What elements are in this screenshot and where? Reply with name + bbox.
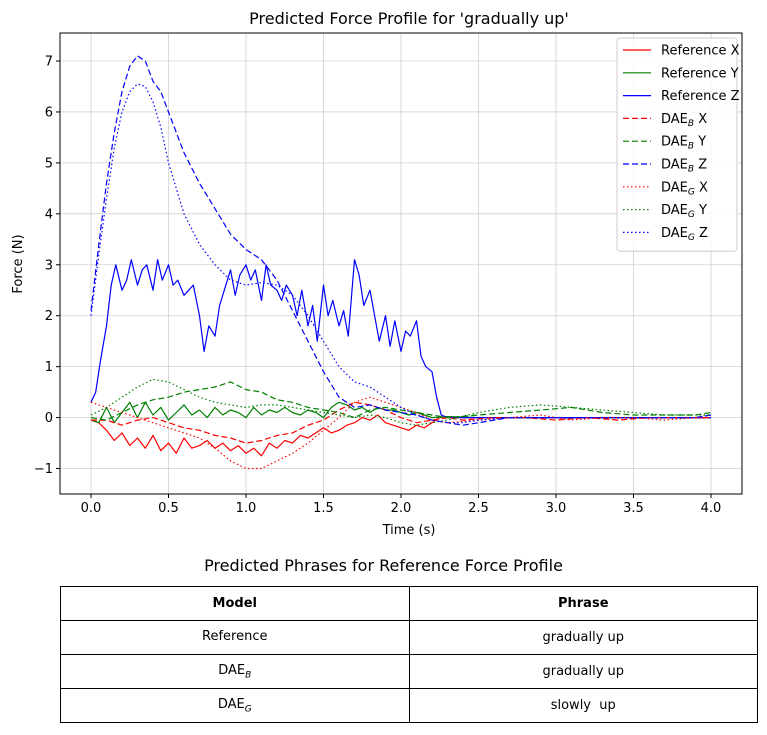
x-tick-label: 2.0: [391, 501, 412, 516]
series-line-dae-b-y: [90, 381, 712, 421]
table-row: DAEG slowly up: [60, 688, 758, 723]
axis-ticks: 0.0 0.5 1.0 1.5 2.0 2.5 3.0 3.5 4.0 −1 0 1 2 3 4 5 6 7: [34, 55, 722, 516]
legend-label: DAEB X: [661, 112, 707, 129]
x-tick-label: 3.0: [546, 501, 567, 516]
y-tick-label: −1: [34, 462, 53, 477]
x-tick-label: 1.5: [313, 501, 334, 516]
series-line-dae-b-x: [91, 401, 711, 444]
x-axis-label: Time (s): [382, 523, 436, 538]
header-model: Model: [60, 586, 410, 621]
x-tick-label: 1.0: [236, 501, 257, 516]
y-tick-label: 1: [45, 360, 53, 375]
grid: [60, 33, 742, 494]
legend-label: Reference Y: [661, 66, 739, 81]
x-tick-label: 0.5: [158, 501, 179, 516]
legend-label: DAEG Y: [661, 203, 707, 220]
phrase-cell: gradually up: [408, 654, 758, 689]
y-tick-label: 5: [45, 156, 53, 171]
force-profile-chart: Predicted Force Profile for 'gradually u…: [11, 9, 743, 538]
model-cell: Reference: [60, 620, 410, 655]
series-lines: [90, 55, 712, 470]
table-row: DAEB gradually up: [60, 654, 758, 689]
chart-title: Predicted Force Profile for 'gradually u…: [249, 9, 569, 28]
y-tick-label: 3: [45, 258, 53, 273]
phrase-cell: gradually up: [408, 620, 758, 655]
legend: Reference X Reference Y Reference Z DAEB X D…: [616, 37, 740, 252]
series-line-dae-g-z: [90, 83, 712, 424]
x-tick-label: 4.0: [701, 501, 722, 516]
y-tick-label: 0: [45, 411, 53, 426]
series-line-reference-y: [90, 401, 711, 424]
phrase-table: Model Phrase Reference gradually up DAEB…: [60, 586, 758, 723]
model-cell: DAEB: [60, 654, 410, 689]
x-tick-label: 3.5: [623, 501, 644, 516]
legend-label: DAEG Z: [661, 226, 708, 243]
legend-box: [616, 37, 738, 252]
model-cell: DAEG: [60, 688, 410, 723]
legend-label: DAEB Y: [661, 135, 706, 152]
legend-label: Reference Z: [661, 89, 740, 104]
y-tick-label: 2: [45, 309, 53, 324]
y-tick-label: 6: [45, 105, 53, 120]
series-line-dae-g-x: [90, 396, 711, 470]
phrase-cell: slowly up: [408, 688, 758, 723]
series-line-dae-g-y: [90, 378, 711, 426]
y-tick-label: 7: [45, 55, 53, 70]
y-axis-label: Force (N): [11, 234, 26, 293]
x-tick-label: 2.5: [468, 501, 489, 516]
legend-label: DAEB Z: [661, 158, 707, 175]
table-title: Predicted Phrases for Reference Force Pr…: [204, 556, 563, 575]
legend-label: DAEG X: [661, 180, 708, 197]
y-tick-label: 4: [45, 207, 53, 222]
legend-label: Reference X: [661, 44, 740, 59]
header-phrase: Phrase: [408, 586, 758, 621]
table-row: Reference gradually up: [60, 620, 758, 655]
x-tick-label: 0.0: [81, 501, 102, 516]
table-header-row: Model Phrase: [60, 586, 758, 621]
